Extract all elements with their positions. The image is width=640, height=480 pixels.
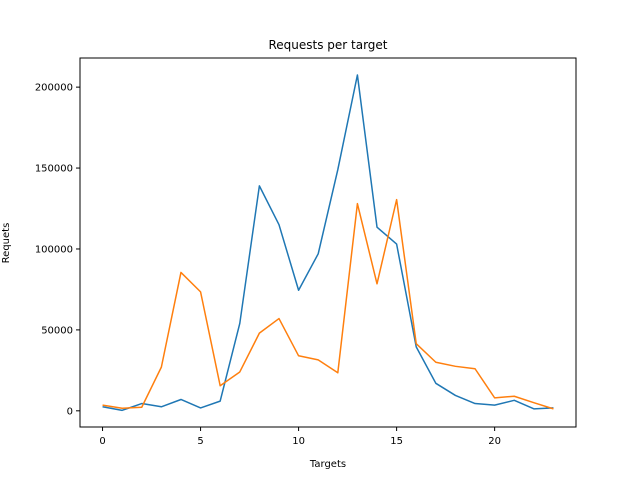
series-line-2 [102,198,554,410]
x-tick-label: 20 [488,436,501,447]
x-axis-label: Targets [309,459,346,470]
y-axis-label: Requets [1,223,12,264]
plot-area-frame [79,57,577,428]
chart-title: Requests per target [268,38,387,52]
x-tick-label: 0 [99,436,105,447]
series-layer [102,74,554,412]
y-tick-label: 200000 [35,83,73,94]
y-tick-label: 50000 [41,325,73,336]
y-tick-label: 100000 [35,244,73,255]
x-tick-label: 5 [197,436,203,447]
x-tick-label: 15 [390,436,403,447]
y-tick-label: 0 [67,406,73,417]
y-axis-ticks: 0 50000 100000 150000 200000 [35,83,80,417]
y-tick-label: 150000 [35,164,73,175]
x-tick-label: 10 [292,436,305,447]
series-line-1 [102,74,554,412]
x-axis-ticks: 0 5 10 15 20 [99,427,501,447]
